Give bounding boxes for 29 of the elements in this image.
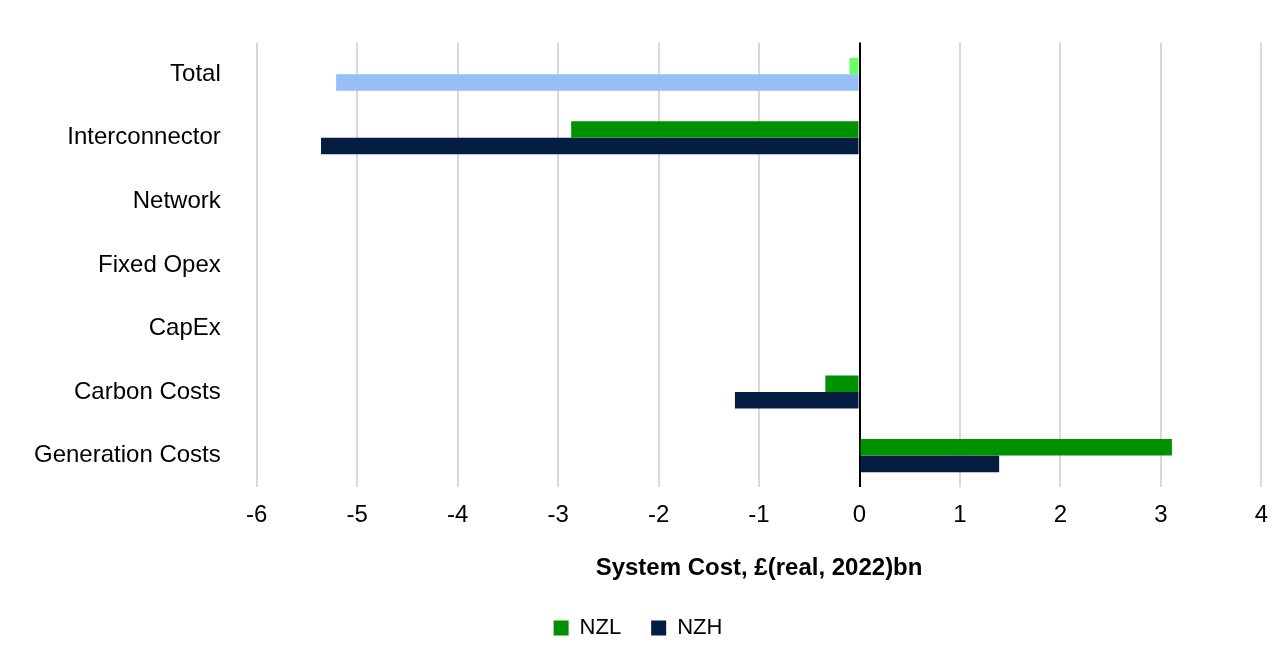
y-tick-label: Total [170,58,221,86]
x-tick-label: -4 [447,500,469,528]
bar [321,137,859,155]
x-tick-label: 2 [1053,500,1068,528]
bar [860,439,1172,456]
x-tick-label: -1 [748,500,770,528]
x-tick-label: -5 [346,500,368,528]
bar [860,455,1000,473]
bar [825,375,859,393]
x-tick-label: 4 [1254,500,1269,528]
x-tick-label: -3 [547,500,569,528]
x-tick-label: 0 [852,500,867,528]
legend-label: NZL [579,614,622,640]
x-axis-title: System Cost, £(real, 2022)bn [595,553,923,581]
bar [571,121,859,138]
y-tick-label: Network [132,185,222,213]
y-tick-label: CapEx [148,313,221,341]
x-tick-label: -2 [647,500,670,528]
y-tick-label: Interconnector [67,122,221,150]
bar [734,392,859,409]
x-tick-label: -6 [246,500,268,528]
bar [336,74,859,91]
y-tick-label: Fixed Opex [98,249,221,277]
y-tick-label: Generation Costs [34,440,221,468]
legend-label: NZH [677,614,723,640]
x-tick-label: 1 [953,500,967,528]
x-tick-label: 3 [1154,500,1168,528]
bar [849,57,859,75]
y-tick-label: Carbon Costs [74,376,221,404]
